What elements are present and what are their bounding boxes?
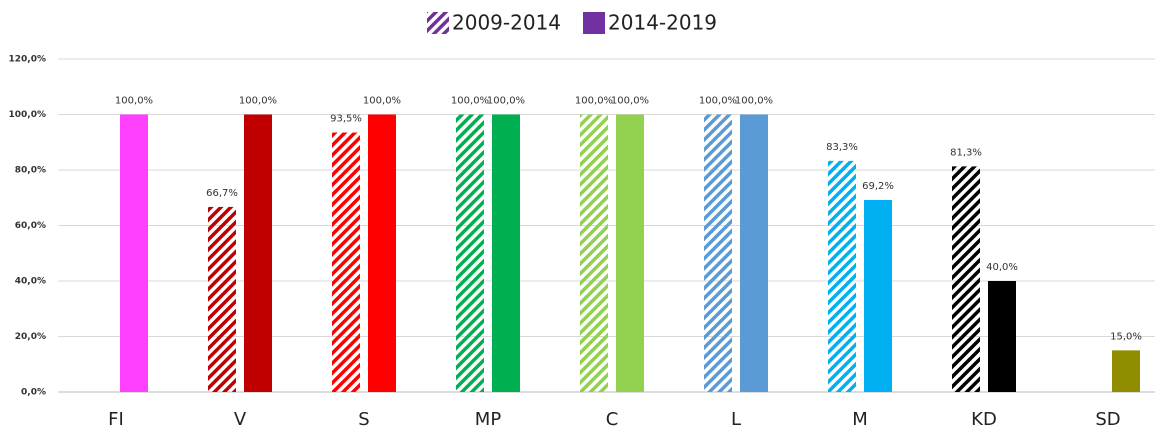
bar — [456, 114, 484, 392]
x-tick-label: SD — [1095, 409, 1120, 430]
value-label: 100,0% — [611, 96, 649, 107]
value-label: 100,0% — [699, 96, 737, 107]
legend-label: 2014-2019 — [608, 11, 717, 35]
y-tick-label: 0,0% — [21, 388, 46, 398]
y-tick-label: 100,0% — [9, 110, 47, 120]
value-label: 100,0% — [451, 96, 489, 107]
bar — [1112, 350, 1140, 392]
bar — [120, 114, 148, 392]
y-tick-label: 20,0% — [15, 332, 46, 342]
bar — [208, 206, 236, 392]
value-label: 40,0% — [986, 262, 1018, 273]
value-label: 100,0% — [115, 96, 153, 107]
bar — [704, 114, 732, 392]
value-label: 100,0% — [239, 96, 277, 107]
x-tick-label: V — [234, 409, 247, 430]
bar — [244, 114, 272, 392]
bar — [864, 199, 892, 392]
value-label: 93,5% — [330, 114, 362, 125]
value-label: 100,0% — [487, 96, 525, 107]
x-tick-label: KD — [971, 409, 997, 430]
bar — [828, 160, 856, 392]
bar — [492, 114, 520, 392]
value-label: 69,2% — [862, 181, 894, 192]
bar — [616, 114, 644, 392]
y-tick-label: 40,0% — [15, 277, 46, 287]
value-label: 100,0% — [735, 96, 773, 107]
value-label: 100,0% — [363, 96, 401, 107]
bar — [368, 114, 396, 392]
value-label: 15,0% — [1110, 331, 1142, 342]
legend-swatch — [583, 12, 606, 34]
x-tick-label: S — [358, 409, 369, 430]
bar — [740, 114, 768, 392]
y-tick-label: 120,0% — [9, 55, 47, 65]
x-tick-label: L — [731, 409, 741, 430]
legend-label: 2009-2014 — [452, 11, 561, 35]
legend-swatch — [427, 12, 449, 34]
x-tick-label: C — [606, 409, 619, 430]
bar — [580, 114, 608, 392]
value-label: 83,3% — [826, 142, 858, 153]
bar — [988, 281, 1016, 392]
x-tick-label: FI — [108, 409, 124, 430]
value-label: 81,3% — [950, 147, 982, 158]
x-tick-label: MP — [475, 409, 502, 430]
value-label: 66,7% — [206, 188, 238, 199]
x-tick-label: M — [852, 409, 868, 430]
bar — [332, 132, 360, 392]
value-label: 100,0% — [575, 96, 613, 107]
y-tick-label: 80,0% — [15, 166, 46, 176]
y-tick-label: 60,0% — [15, 221, 46, 231]
bar — [952, 166, 980, 392]
